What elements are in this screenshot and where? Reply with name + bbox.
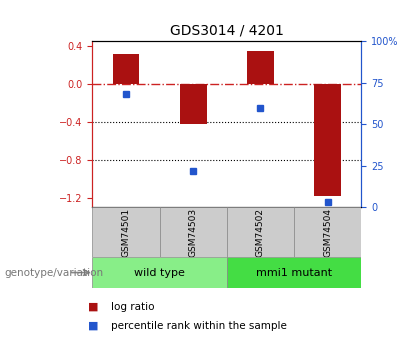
- Text: GSM74503: GSM74503: [189, 207, 198, 257]
- Bar: [227, 257, 361, 288]
- Title: GDS3014 / 4201: GDS3014 / 4201: [170, 23, 284, 38]
- Bar: [92, 207, 160, 257]
- Bar: [294, 207, 361, 257]
- Text: genotype/variation: genotype/variation: [4, 268, 103, 277]
- Text: log ratio: log ratio: [111, 302, 155, 312]
- Text: ■: ■: [88, 302, 99, 312]
- Bar: [314, 84, 341, 196]
- Text: GSM74502: GSM74502: [256, 207, 265, 257]
- Bar: [180, 84, 207, 124]
- Text: mmi1 mutant: mmi1 mutant: [256, 268, 332, 277]
- Text: wild type: wild type: [134, 268, 185, 277]
- Bar: [247, 51, 274, 84]
- Bar: [160, 207, 227, 257]
- Text: GSM74501: GSM74501: [121, 207, 131, 257]
- Text: ■: ■: [88, 321, 99, 331]
- Bar: [227, 207, 294, 257]
- Bar: [92, 257, 227, 288]
- Text: percentile rank within the sample: percentile rank within the sample: [111, 321, 287, 331]
- Bar: [113, 54, 139, 84]
- Text: GSM74504: GSM74504: [323, 207, 332, 257]
